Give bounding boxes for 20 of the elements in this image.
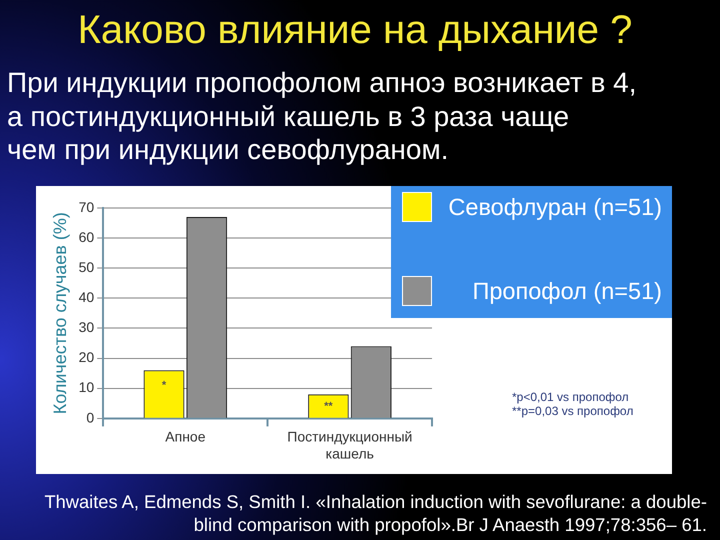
chart-title: Каково влияние на дыхание ?	[76, 7, 634, 54]
y-tick-label: 40	[78, 289, 94, 306]
y-tick-label: 60	[78, 228, 94, 245]
text: **p=0,03 vs пропофол	[512, 404, 634, 418]
y-tick-label: 0	[86, 409, 94, 426]
y-tick-label: 10	[78, 379, 94, 396]
annotation: *	[162, 379, 167, 392]
text: *p<0,01 vs пропофол	[512, 390, 630, 404]
legend-label: Севофлуран (n=51)	[448, 194, 662, 220]
x-tick-label: Апное	[165, 428, 206, 445]
y-tick-label: 30	[78, 319, 94, 336]
y-tick-label: 70	[78, 198, 94, 215]
x-tick-label: Постиндукционный кашель	[287, 428, 412, 462]
legend-label: Пропофол (n=51)	[472, 278, 662, 304]
y-tick-label: 50	[78, 258, 94, 275]
text: Thwaites A, Edmends S, Smith I. «Inhalation induction with sevoflurane: a double-blind comparison with propofol».Br J Anaesth 1997;78:356– 61.	[43, 490, 707, 536]
y-axis-title: Количество случаев (%)	[50, 212, 70, 414]
annotation: **	[324, 400, 334, 412]
y-tick-label: 20	[78, 349, 94, 366]
chart-subtitle: При индукции пропофолом апноэ возникает в 4, а постиндукционный кашель в 3 раза чаще чем при индукции севофлураном.	[7, 66, 638, 166]
